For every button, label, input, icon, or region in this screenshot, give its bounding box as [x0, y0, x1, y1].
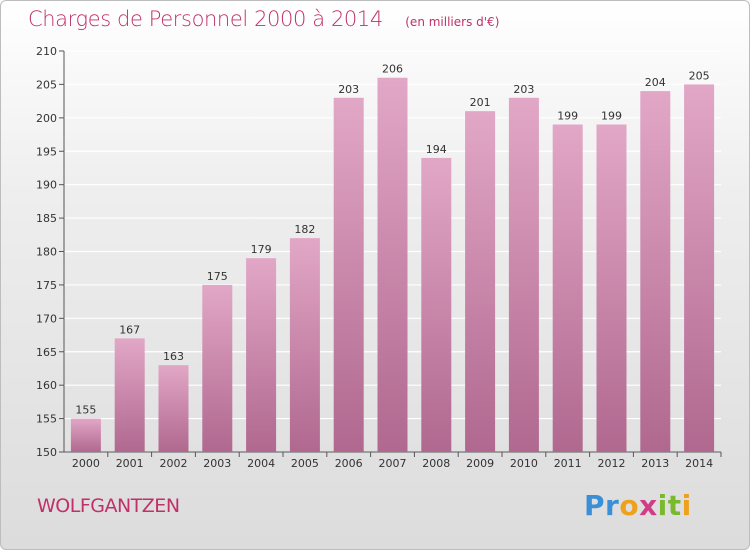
y-tick-label: 205	[36, 78, 57, 91]
data-label: 167	[119, 323, 140, 336]
x-tick-label: 2014	[685, 457, 713, 470]
x-tick-label: 2010	[510, 457, 538, 470]
bar	[421, 157, 452, 452]
data-label: 203	[513, 83, 534, 96]
data-label: 203	[338, 83, 359, 96]
bar	[377, 77, 408, 452]
y-tick-label: 180	[36, 246, 57, 259]
data-label: 206	[382, 63, 403, 76]
bar	[114, 338, 145, 452]
y-tick-label: 210	[36, 45, 57, 58]
logo-letter: o	[619, 489, 640, 522]
bar	[158, 365, 189, 452]
x-tick-label: 2008	[422, 457, 450, 470]
town-name: WOLFGANTZEN	[37, 495, 180, 517]
data-label: 155	[75, 404, 96, 417]
x-tick-label: 2005	[291, 457, 319, 470]
x-tick-label: 2006	[335, 457, 363, 470]
x-tick-label: 2004	[247, 457, 275, 470]
bar	[552, 124, 583, 453]
bar	[684, 84, 715, 453]
y-tick-label: 155	[36, 413, 57, 426]
x-tick-label: 2012	[598, 457, 626, 470]
bar	[508, 97, 539, 453]
logo-letter: t	[667, 489, 682, 522]
y-tick-label: 190	[36, 179, 57, 192]
bar	[333, 97, 364, 453]
logo-letter: r	[605, 489, 620, 522]
x-tick-label: 2003	[203, 457, 231, 470]
data-label: 204	[645, 76, 666, 89]
x-tick-label: 2001	[116, 457, 144, 470]
logo-letter: P	[584, 489, 606, 522]
chart-title: Charges de Personnel 2000 à 2014	[28, 7, 383, 31]
y-tick-label: 165	[36, 346, 57, 359]
logo-letter: i	[657, 489, 668, 522]
bar	[465, 111, 496, 453]
bar	[70, 418, 101, 452]
bar	[640, 91, 671, 452]
y-tick-label: 150	[36, 446, 57, 459]
data-label: 194	[426, 143, 447, 156]
bar	[202, 284, 233, 452]
chart-title-block: Charges de Personnel 2000 à 2014 (en mil…	[28, 7, 499, 31]
y-tick-label: 200	[36, 112, 57, 125]
data-label: 205	[689, 69, 710, 82]
x-tick-label: 2000	[72, 457, 100, 470]
bar	[289, 238, 320, 452]
data-label: 199	[601, 110, 622, 123]
proxiti-logo: Proxiti	[584, 489, 692, 522]
chart-subtitle: (en milliers d'€)	[405, 15, 500, 29]
y-tick-label: 160	[36, 379, 57, 392]
y-tick-label: 195	[36, 145, 57, 158]
x-tick-label: 2011	[554, 457, 582, 470]
x-tick-label: 2009	[466, 457, 494, 470]
logo-letter: x	[639, 489, 658, 522]
y-tick-label: 170	[36, 312, 57, 325]
bar	[596, 124, 627, 453]
data-label: 163	[163, 350, 184, 363]
data-label: 201	[470, 96, 491, 109]
data-label: 179	[251, 243, 272, 256]
logo-letter: i	[681, 489, 692, 522]
data-label: 182	[294, 223, 315, 236]
x-tick-label: 2002	[160, 457, 188, 470]
y-tick-label: 185	[36, 212, 57, 225]
y-tick-label: 175	[36, 279, 57, 292]
data-label: 175	[207, 270, 228, 283]
data-label: 199	[557, 110, 578, 123]
x-tick-label: 2007	[379, 457, 407, 470]
x-tick-label: 2013	[641, 457, 669, 470]
bar	[246, 258, 277, 452]
